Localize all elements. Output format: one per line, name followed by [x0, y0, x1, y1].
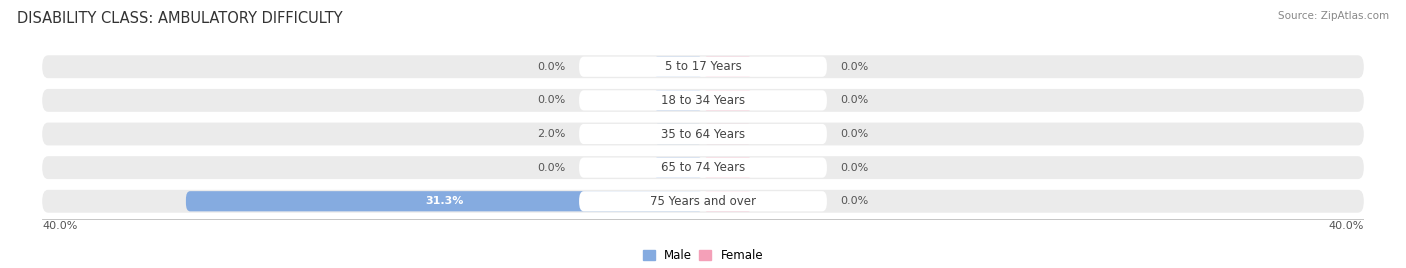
- Text: 65 to 74 Years: 65 to 74 Years: [661, 161, 745, 174]
- Text: DISABILITY CLASS: AMBULATORY DIFFICULTY: DISABILITY CLASS: AMBULATORY DIFFICULTY: [17, 11, 343, 26]
- FancyBboxPatch shape: [579, 90, 827, 110]
- Text: 75 Years and over: 75 Years and over: [650, 195, 756, 208]
- Legend: Male, Female: Male, Female: [643, 249, 763, 262]
- FancyBboxPatch shape: [654, 57, 703, 77]
- Text: 40.0%: 40.0%: [42, 221, 77, 231]
- FancyBboxPatch shape: [654, 90, 703, 110]
- FancyBboxPatch shape: [186, 191, 703, 211]
- Text: 31.3%: 31.3%: [425, 196, 464, 206]
- FancyBboxPatch shape: [654, 158, 703, 178]
- FancyBboxPatch shape: [42, 55, 1364, 78]
- FancyBboxPatch shape: [703, 158, 752, 178]
- Text: 0.0%: 0.0%: [841, 129, 869, 139]
- FancyBboxPatch shape: [703, 90, 752, 110]
- Text: 5 to 17 Years: 5 to 17 Years: [665, 60, 741, 73]
- Text: 0.0%: 0.0%: [537, 62, 565, 72]
- Text: 0.0%: 0.0%: [537, 95, 565, 105]
- Text: 0.0%: 0.0%: [537, 163, 565, 173]
- FancyBboxPatch shape: [703, 57, 752, 77]
- FancyBboxPatch shape: [654, 124, 703, 144]
- Text: 0.0%: 0.0%: [841, 163, 869, 173]
- Text: 0.0%: 0.0%: [841, 95, 869, 105]
- FancyBboxPatch shape: [42, 156, 1364, 179]
- FancyBboxPatch shape: [579, 191, 827, 211]
- Text: 2.0%: 2.0%: [537, 129, 565, 139]
- FancyBboxPatch shape: [703, 124, 752, 144]
- FancyBboxPatch shape: [579, 158, 827, 178]
- Text: 35 to 64 Years: 35 to 64 Years: [661, 128, 745, 140]
- FancyBboxPatch shape: [42, 122, 1364, 146]
- FancyBboxPatch shape: [703, 191, 752, 211]
- Text: 40.0%: 40.0%: [1329, 221, 1364, 231]
- Text: 0.0%: 0.0%: [841, 62, 869, 72]
- FancyBboxPatch shape: [42, 190, 1364, 213]
- Text: 18 to 34 Years: 18 to 34 Years: [661, 94, 745, 107]
- Text: Source: ZipAtlas.com: Source: ZipAtlas.com: [1278, 11, 1389, 21]
- FancyBboxPatch shape: [42, 89, 1364, 112]
- FancyBboxPatch shape: [579, 57, 827, 77]
- FancyBboxPatch shape: [579, 124, 827, 144]
- Text: 0.0%: 0.0%: [841, 196, 869, 206]
